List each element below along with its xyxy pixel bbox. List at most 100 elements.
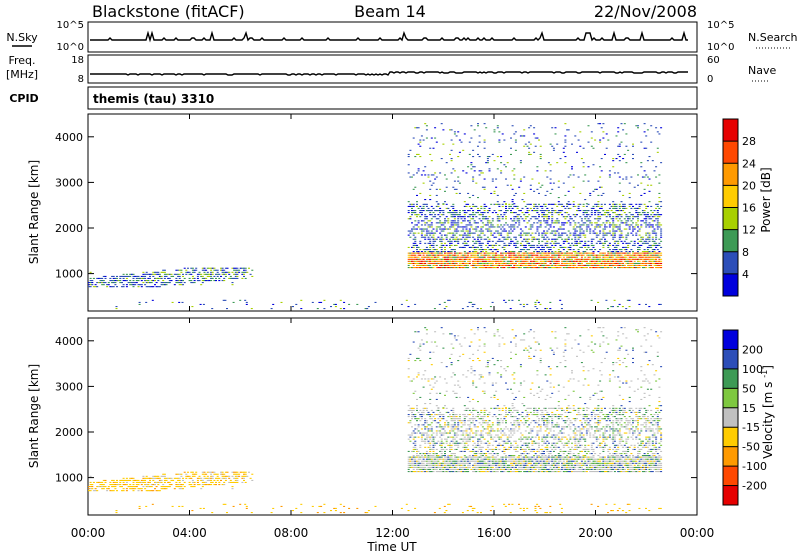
power-cell — [539, 222, 542, 224]
velocity-cell — [500, 464, 503, 466]
power-cell — [453, 267, 456, 269]
power-cell — [215, 280, 217, 282]
power-cell — [620, 256, 623, 258]
power-cell — [157, 277, 160, 279]
power-cell — [600, 267, 603, 269]
power-cell — [566, 216, 569, 218]
power-cell — [513, 251, 516, 253]
power-cell — [641, 258, 644, 260]
power-cell — [547, 246, 550, 248]
velocity-cell — [468, 464, 471, 466]
power-cell — [607, 244, 610, 246]
power-cell — [648, 262, 651, 264]
freq-trace — [90, 71, 688, 76]
power-cell — [543, 210, 545, 212]
power-cell — [444, 228, 446, 230]
velocity-cell — [175, 473, 178, 475]
power-cell — [475, 226, 478, 228]
power-cell — [452, 236, 455, 238]
power-cell — [648, 240, 651, 242]
power-cell — [645, 240, 648, 242]
power-cell — [198, 280, 201, 282]
power-cell — [435, 256, 438, 258]
power-cell — [477, 240, 479, 242]
power-cell — [419, 145, 422, 147]
power-cell — [493, 129, 496, 131]
power-cell — [600, 238, 603, 240]
velocity-cell — [147, 477, 150, 479]
power-cell — [513, 267, 516, 269]
velocity-cell — [201, 481, 204, 483]
power-cell — [633, 260, 636, 262]
power-cell — [628, 254, 631, 256]
power-cell — [645, 258, 648, 260]
power-cell — [599, 123, 602, 125]
power-cell — [477, 210, 479, 212]
velocity-cell — [228, 481, 231, 483]
power-cell — [125, 280, 128, 282]
velocity-cell — [183, 481, 186, 483]
power-cell — [488, 220, 491, 222]
power-cell — [425, 260, 428, 262]
power-cell — [528, 127, 531, 129]
power-cell — [142, 271, 145, 273]
velocity-cell — [549, 460, 552, 462]
power-cell — [562, 147, 565, 149]
power-cell — [513, 212, 516, 214]
power-cell — [224, 299, 227, 301]
power-cell — [635, 212, 638, 214]
velocity-cell — [429, 464, 432, 466]
power-cell — [658, 254, 661, 256]
power-cell — [374, 301, 377, 303]
power-cell — [543, 262, 545, 264]
velocity-cell — [435, 471, 438, 473]
power-cell — [432, 254, 435, 256]
power-cell — [523, 176, 526, 178]
power-cell — [566, 234, 569, 236]
velocity-cell — [552, 464, 555, 466]
power-cell — [638, 205, 641, 207]
power-cell — [628, 192, 631, 194]
power-cell — [638, 254, 641, 256]
power-cell — [559, 244, 562, 246]
power-cell — [122, 286, 125, 288]
power-cell — [655, 236, 658, 238]
velocity-cell — [211, 477, 214, 479]
power-cell — [449, 240, 451, 242]
velocity-cell — [508, 468, 511, 470]
velocity-cell — [425, 468, 428, 470]
power-cell — [152, 280, 155, 282]
velocity-cell — [211, 475, 214, 477]
power-cell — [150, 286, 153, 288]
velocity-cell — [467, 468, 470, 470]
velocity-cell — [439, 468, 442, 470]
power-cell — [641, 267, 644, 269]
velocity-cell — [440, 464, 443, 466]
velocity-cell — [223, 473, 226, 475]
power-cell — [541, 236, 544, 238]
power-cell — [424, 264, 427, 266]
power-cell — [559, 234, 562, 236]
power-cell — [412, 212, 415, 214]
power-cell — [523, 145, 526, 147]
velocity-cell — [483, 466, 486, 468]
power-cell — [650, 246, 653, 248]
power-cell — [585, 244, 588, 246]
power-cell — [656, 214, 659, 216]
power-cell — [445, 262, 448, 264]
power-cell — [546, 216, 549, 218]
power-cell — [234, 267, 237, 269]
power-cell — [445, 238, 448, 240]
power-cell — [468, 210, 471, 212]
power-cell — [215, 269, 217, 271]
power-cell — [513, 178, 516, 180]
power-cell — [557, 197, 560, 199]
power-cell — [480, 238, 483, 240]
power-cell — [630, 232, 633, 234]
velocity-cell — [216, 473, 219, 475]
power-cell — [424, 252, 427, 254]
power-cell — [510, 262, 512, 264]
power-cell — [508, 252, 511, 254]
power-cell — [622, 178, 625, 180]
velocity-cell — [549, 471, 552, 473]
